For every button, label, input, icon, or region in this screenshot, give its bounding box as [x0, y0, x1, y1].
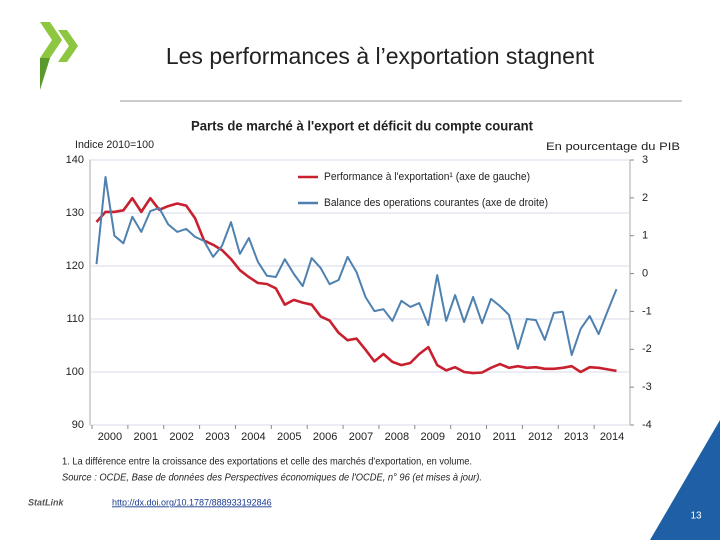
y2-tick-label: -3 [642, 381, 652, 393]
x-tick-label: 2011 [493, 431, 517, 443]
chart-title: Parts de marché à l'export et déficit du… [191, 118, 533, 134]
y-tick-label: 110 [66, 313, 84, 325]
y2-tick-label: 3 [642, 154, 648, 166]
x-tick-label: 2000 [98, 431, 122, 443]
x-tick-label: 2008 [385, 431, 409, 443]
x-tick-label: 2003 [205, 431, 229, 443]
series-line [95, 196, 617, 375]
page-number: 13 [690, 511, 702, 522]
y2-tick-label: 0 [642, 267, 648, 279]
y-tick-label: 140 [66, 154, 84, 166]
x-tick-label: 2007 [349, 431, 373, 443]
logo [58, 30, 78, 62]
y-tick-label: 130 [66, 207, 84, 219]
x-tick-label: 2010 [456, 431, 480, 443]
x-tick-label: 2004 [241, 431, 265, 443]
logo [40, 58, 50, 90]
y-tick-label: 100 [66, 366, 84, 378]
logo [40, 22, 62, 58]
y-tick-label: 90 [72, 419, 84, 431]
legend-label: Balance des operations courantes (axe de… [324, 197, 548, 209]
y-axis-label: Indice 2010=100 [75, 139, 154, 151]
corner-decoration [650, 420, 720, 540]
y-tick-label: 120 [66, 260, 84, 272]
x-tick-label: 2014 [600, 431, 624, 443]
x-tick-label: 2012 [528, 431, 552, 443]
statlink-logo: StatLink [28, 497, 64, 507]
y2-axis-label: En pourcentage du PIB [546, 141, 680, 153]
link[interactable]: http://dx.doi.org/10.1787/888933192846 [112, 497, 272, 507]
slide-title: Les performances à l’exportation stagnen… [166, 43, 595, 69]
x-tick-label: 2013 [564, 431, 588, 443]
y2-tick-label: 2 [642, 192, 648, 204]
series-line [95, 176, 618, 356]
footnote: Source : OCDE, Base de données des Persp… [62, 473, 482, 484]
footnote: 1. La différence entre la croissance des… [62, 457, 472, 468]
y2-tick-label: -2 [642, 343, 652, 355]
y2-tick-label: -1 [642, 305, 652, 317]
y2-tick-label: 1 [642, 230, 648, 242]
legend-label: Performance à l'exportation¹ (axe de gau… [324, 171, 530, 183]
x-tick-label: 2002 [169, 431, 193, 443]
x-tick-label: 2006 [313, 431, 337, 443]
x-tick-label: 2005 [277, 431, 301, 443]
x-tick-label: 2001 [134, 431, 158, 443]
x-tick-label: 2009 [420, 431, 444, 443]
y2-tick-label: -4 [642, 419, 652, 431]
